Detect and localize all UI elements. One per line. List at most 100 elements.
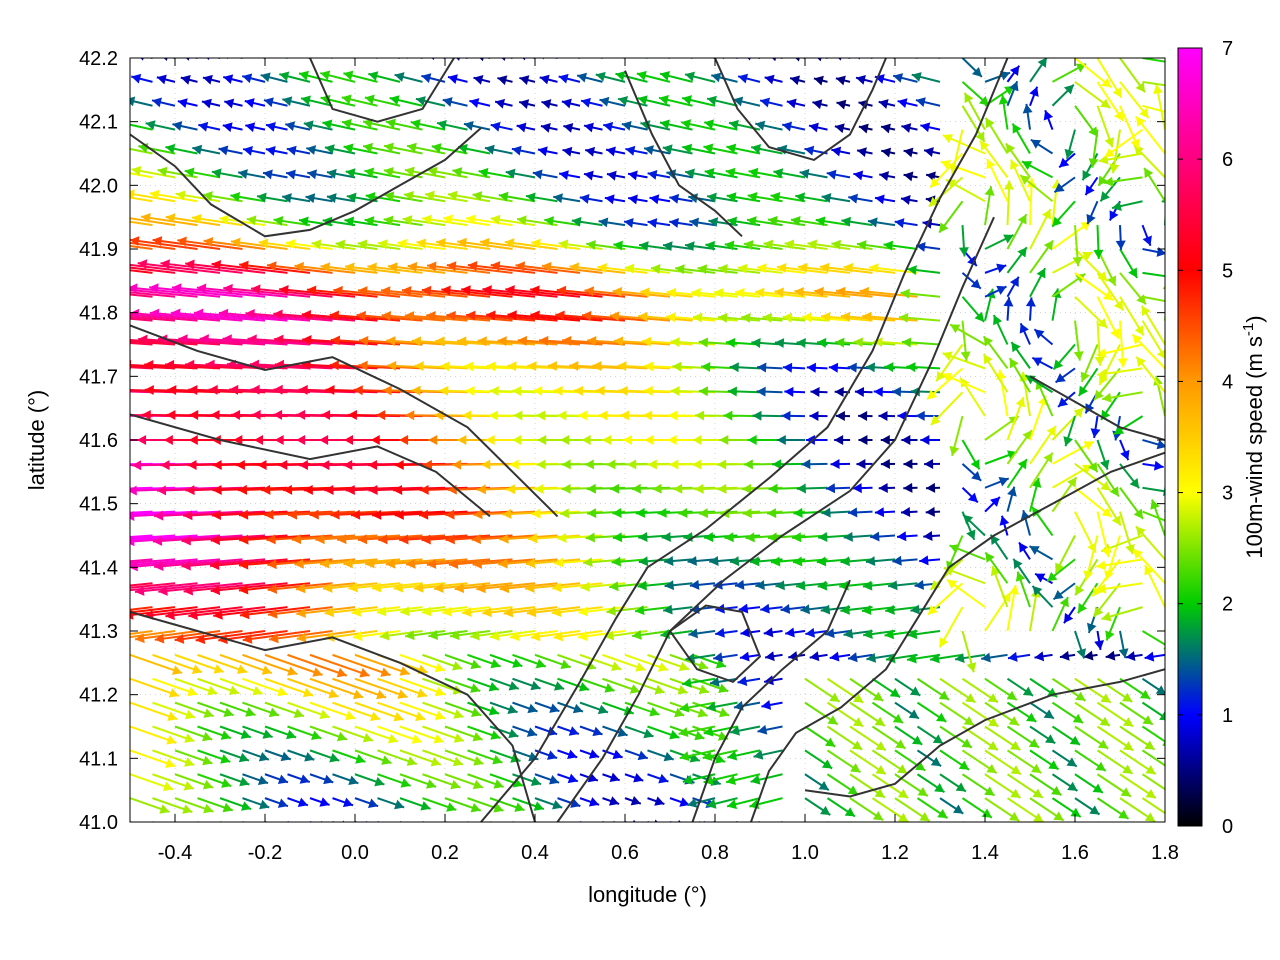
wind-vector-head [167, 711, 178, 721]
wind-vector-head [296, 632, 307, 643]
wind-vector-head [421, 534, 431, 545]
wind-vector-head [1086, 622, 1097, 633]
wind-vector-head [790, 75, 801, 86]
wind-vector-head [257, 47, 267, 57]
wind-vector-head [879, 171, 889, 182]
wind-vector-head [1007, 834, 1017, 843]
wind-vector-head [660, 71, 670, 81]
wind-vector-head [660, 119, 670, 130]
wind-vector-head [1096, 560, 1106, 571]
wind-vector-head [1010, 765, 1021, 775]
wind-vector-head [326, 193, 337, 203]
wind-vector-head [856, 75, 866, 85]
wind-vector-head [923, 531, 933, 542]
wind-vector-head [737, 676, 748, 686]
wind-vector-head [421, 285, 432, 296]
wind-vector-head [1155, 685, 1165, 695]
wind-vector [801, 58, 805, 59]
wind-vector [378, 534, 446, 542]
wind-vector-head [296, 409, 306, 420]
wind-vector-head [54, 486, 63, 496]
wind-vector-head [502, 508, 512, 519]
wind-vector-head [1034, 329, 1045, 339]
x-tick-label: 1.6 [1061, 842, 1089, 864]
wind-vector-head [915, 97, 926, 107]
wind-vector-head [985, 117, 995, 129]
wind-vector-head [218, 145, 229, 156]
wind-vector-head [256, 192, 267, 203]
wind-vector-head [785, 627, 795, 638]
wind-vector-head [212, 484, 222, 495]
wind-vector-head [495, 98, 506, 109]
y-tick-label: 41.7 [79, 366, 118, 388]
wind-vector-head [1089, 829, 1099, 838]
wind-vector-head [1029, 86, 1039, 97]
wind-vector-head [767, 532, 778, 543]
wind-vector-head [470, 683, 481, 693]
wind-vector-head [892, 555, 902, 566]
wind-vector-head [1053, 811, 1064, 821]
wind-vector-head [874, 507, 885, 518]
wind-vector [805, 821, 807, 822]
wind-vector-head [906, 362, 916, 373]
wind-vector-head [1097, 739, 1109, 749]
wind-vector-head [597, 263, 608, 273]
wind-vector [130, 313, 198, 322]
wind-vector-head [401, 286, 412, 296]
wind-vector [154, 510, 243, 518]
wind-vector-head [364, 167, 375, 178]
wind-vector [149, 286, 243, 298]
wind-vector-head [1009, 585, 1020, 595]
wind-vector-head [706, 798, 717, 809]
contour-line [130, 324, 559, 518]
wind-vector-head [273, 409, 283, 420]
contour-line [750, 451, 1165, 822]
x-tick-label: -0.4 [158, 842, 192, 864]
wind-vector-head [107, 166, 117, 176]
wind-vector [158, 582, 243, 593]
wind-vector-head [343, 558, 353, 569]
wind-vector-head [353, 385, 363, 396]
wind-vector [778, 821, 783, 822]
wind-vector-head [1076, 648, 1086, 659]
wind-vector-head [1020, 175, 1031, 185]
wind-vector [1164, 626, 1165, 631]
wind-vector [479, 240, 536, 250]
wind-vector-head [376, 689, 387, 700]
wind-vector-head [1103, 176, 1114, 187]
wind-vector-head [267, 559, 277, 570]
wind-vector-head [708, 217, 719, 228]
wind-vector-head [514, 826, 524, 835]
wind-vector-head [679, 751, 690, 762]
wind-vector-head [863, 629, 873, 640]
wind-vector-head [983, 336, 994, 347]
wind-vector-head [663, 604, 673, 615]
x-tick-label: 1.2 [881, 842, 909, 864]
wind-vector-head [668, 410, 678, 421]
wind-vector-head [54, 537, 63, 547]
wind-vector-head [117, 259, 127, 269]
colorbar [1177, 47, 1203, 827]
wind-vector-head [1135, 116, 1146, 127]
wind-vector-head [580, 581, 590, 592]
wind-vector-head [371, 582, 382, 593]
wind-vector-head [388, 262, 398, 273]
wind-vector-head [958, 760, 970, 770]
wind-vector-head [345, 710, 356, 721]
wind-vector-head [367, 798, 379, 808]
wind-vector-head [482, 607, 492, 618]
wind-vector-head [998, 477, 1009, 487]
wind-vector [130, 510, 198, 517]
wind-vector-head [93, 586, 102, 596]
wind-vector-head [770, 556, 781, 567]
wind-vector [666, 58, 670, 59]
wind-vector [158, 337, 243, 346]
y-tick-label: 41.2 [79, 685, 118, 707]
wind-vector-head [434, 662, 445, 673]
wind-vector-head [678, 661, 690, 672]
wind-vector-head [784, 239, 795, 250]
wind-vector-head [724, 532, 734, 543]
wind-vector-head [182, 804, 193, 814]
wind-vector-head [697, 264, 708, 275]
wind-vector-head [643, 728, 654, 739]
